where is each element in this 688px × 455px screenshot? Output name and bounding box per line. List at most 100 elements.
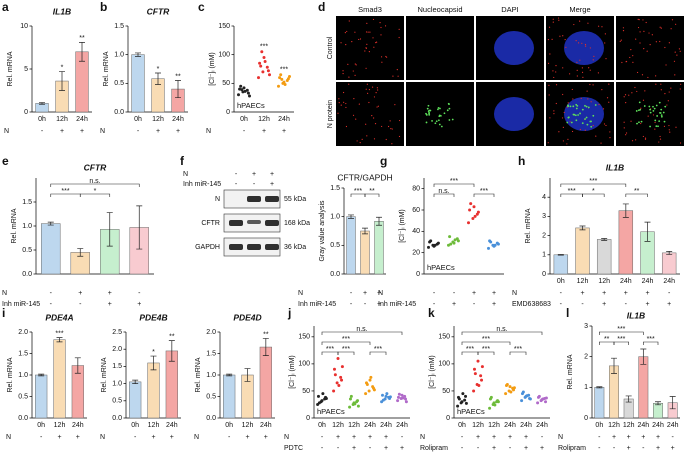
speckle bbox=[581, 122, 584, 125]
data-point bbox=[240, 88, 244, 92]
significance: *** bbox=[450, 178, 458, 185]
speckle bbox=[398, 36, 400, 39]
significance-bracket bbox=[433, 193, 455, 197]
speckle bbox=[547, 38, 550, 41]
data-point bbox=[266, 69, 270, 73]
speckle bbox=[625, 60, 628, 63]
data-point bbox=[321, 392, 325, 396]
x-tick-label: 12h bbox=[348, 422, 360, 429]
speckle bbox=[598, 103, 600, 106]
speckle bbox=[665, 64, 667, 66]
significance: *** bbox=[342, 346, 350, 353]
data-point bbox=[521, 390, 525, 394]
significance: *** bbox=[617, 336, 625, 343]
data-point bbox=[348, 405, 352, 409]
speckle bbox=[428, 112, 430, 115]
significance-bracket bbox=[599, 331, 644, 335]
speckle bbox=[558, 19, 560, 21]
error-bar bbox=[74, 357, 81, 374]
band bbox=[265, 220, 279, 226]
band-label: N bbox=[215, 196, 220, 203]
data-point bbox=[242, 86, 246, 90]
micrograph bbox=[616, 16, 684, 80]
significance-bracket bbox=[337, 351, 355, 355]
bar bbox=[35, 374, 48, 419]
speckle bbox=[602, 108, 605, 110]
data-point bbox=[508, 385, 512, 389]
y-tick-label: 1.5 bbox=[206, 350, 216, 357]
y-tick-label: 0 bbox=[542, 271, 546, 278]
speckle bbox=[660, 115, 663, 118]
significance-bracket bbox=[625, 193, 648, 197]
speckle bbox=[365, 123, 367, 125]
data-point bbox=[471, 217, 475, 221]
speckle bbox=[630, 49, 632, 51]
significance-bracket bbox=[369, 351, 387, 355]
bar bbox=[41, 223, 61, 275]
speckle bbox=[373, 96, 376, 98]
y-tick-label: 100 bbox=[218, 52, 230, 59]
x-tick-label: 24h bbox=[166, 422, 178, 429]
data-point bbox=[488, 406, 492, 410]
data-point bbox=[504, 392, 508, 396]
bar bbox=[575, 227, 590, 275]
bar bbox=[53, 339, 66, 419]
speckle bbox=[667, 100, 669, 102]
data-point bbox=[489, 395, 493, 399]
speckle bbox=[659, 135, 661, 138]
y-tick-label: 2.5 bbox=[112, 329, 122, 336]
error-bar bbox=[666, 250, 673, 255]
data-point bbox=[404, 400, 408, 404]
speckle bbox=[644, 90, 646, 92]
speckle bbox=[653, 107, 656, 110]
significance: ** bbox=[369, 188, 375, 195]
significance: * bbox=[157, 66, 160, 73]
data-point bbox=[340, 365, 344, 369]
speckle bbox=[590, 101, 592, 103]
speckle bbox=[549, 117, 551, 119]
x-tick-label: 0h bbox=[557, 278, 565, 285]
speckle bbox=[346, 30, 348, 33]
data-point bbox=[537, 394, 541, 398]
nucleus bbox=[564, 97, 604, 131]
data-point bbox=[468, 208, 472, 212]
speckle bbox=[594, 104, 597, 106]
condition-symbol: + bbox=[671, 445, 675, 452]
speckle bbox=[368, 101, 370, 104]
y-tick-label: 0.0 bbox=[114, 109, 124, 116]
chart-title: PDE4B bbox=[139, 312, 167, 322]
speckle bbox=[351, 41, 353, 43]
speckle bbox=[377, 105, 379, 107]
speckle bbox=[567, 138, 569, 140]
condition-symbol: + bbox=[57, 434, 61, 441]
speckle bbox=[380, 34, 382, 36]
y-tick-label: 150 bbox=[298, 334, 310, 341]
speckle bbox=[595, 135, 597, 137]
speckle bbox=[587, 98, 589, 100]
nucleus bbox=[564, 31, 604, 65]
speckle bbox=[673, 60, 676, 62]
speckle bbox=[625, 102, 627, 104]
condition-symbol: + bbox=[60, 128, 64, 135]
speckle bbox=[587, 106, 590, 109]
speckle bbox=[371, 115, 373, 117]
speckle bbox=[621, 61, 623, 64]
significance: *** bbox=[280, 67, 288, 74]
error-bar bbox=[132, 379, 139, 384]
condition-label: Rolipram bbox=[420, 445, 448, 452]
speckle bbox=[347, 63, 349, 65]
bar bbox=[131, 54, 145, 113]
data-point bbox=[433, 243, 437, 247]
speckle bbox=[586, 123, 589, 126]
condition-label: PDTC bbox=[284, 445, 303, 452]
condition-label: N bbox=[298, 290, 303, 297]
band bbox=[229, 220, 243, 226]
speckle bbox=[586, 90, 588, 92]
speckle bbox=[365, 67, 367, 69]
speckle bbox=[675, 23, 677, 25]
data-point bbox=[472, 205, 476, 209]
data-point bbox=[448, 235, 452, 239]
condition-label: N bbox=[206, 128, 211, 135]
micrograph bbox=[406, 82, 474, 146]
speckle bbox=[620, 39, 622, 41]
